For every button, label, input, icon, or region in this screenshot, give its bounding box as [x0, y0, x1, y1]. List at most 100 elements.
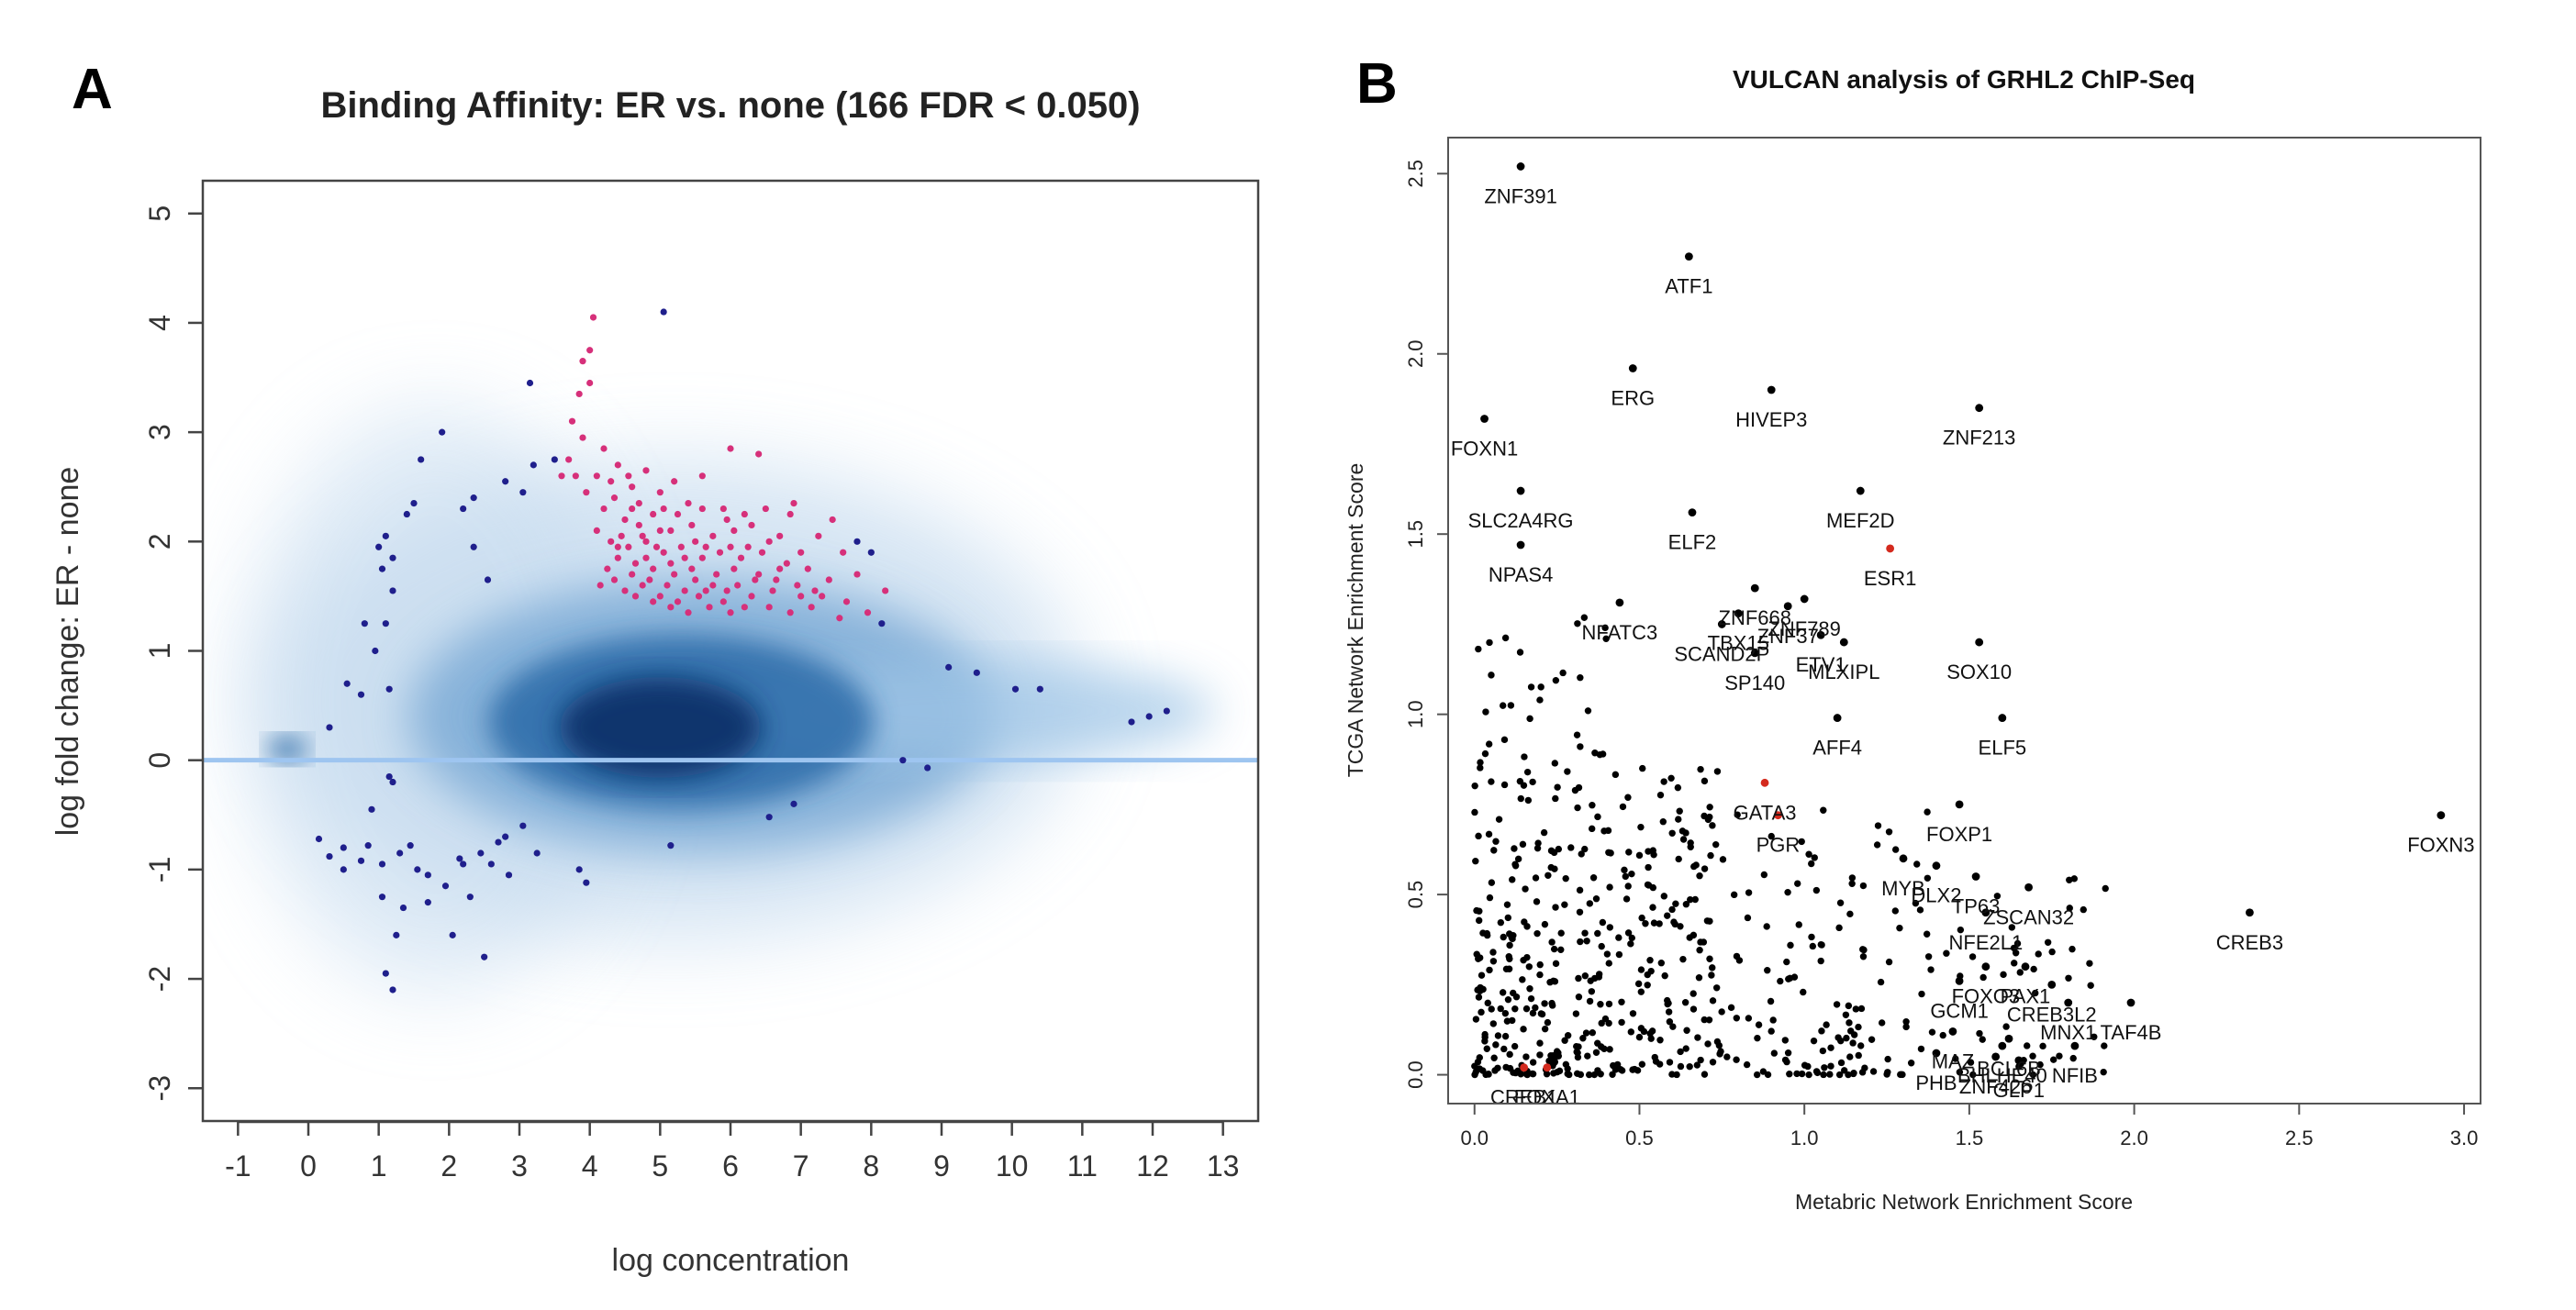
- tf-point: [1918, 990, 1925, 998]
- significant-point: [730, 527, 738, 534]
- tf-point: [1635, 851, 1644, 860]
- tf-point: [1798, 1070, 1806, 1078]
- tf-point: [1764, 967, 1771, 974]
- tf-point: [1770, 1049, 1779, 1057]
- tf-point: [1575, 974, 1582, 982]
- labeled-tf-point: [2437, 811, 2446, 820]
- tf-label: CREB3L2: [2007, 1003, 2097, 1026]
- tf-point: [1562, 1060, 1570, 1069]
- tf-point: [1848, 880, 1856, 887]
- x-tick-label: 13: [1207, 1149, 1240, 1182]
- tf-point: [1798, 838, 1805, 846]
- tf-point: [1601, 624, 1609, 632]
- chart-b-title: VULCAN analysis of GRHL2 ChIP-Seq: [1733, 65, 2195, 94]
- panel-b-letter: B: [1356, 52, 1398, 116]
- tf-point: [1604, 827, 1612, 835]
- tf-point: [1502, 1063, 1510, 1071]
- tf-point: [1768, 832, 1775, 840]
- tf-point: [1701, 865, 1709, 872]
- tf-point: [1656, 1037, 1664, 1044]
- tf-label: TAF4B: [2101, 1021, 2162, 1044]
- tf-point: [1712, 984, 1721, 992]
- tf-point: [1618, 998, 1625, 1005]
- tf-point: [1499, 989, 1507, 996]
- tf-point: [1486, 894, 1494, 902]
- significant-point: [706, 604, 713, 611]
- tf-point: [1808, 860, 1815, 868]
- nonsig-point: [1145, 713, 1153, 720]
- labeled-tf-point: [1932, 1049, 1941, 1058]
- nonsig-point: [470, 494, 477, 502]
- labeled-tf-point: [1948, 1027, 1957, 1036]
- tf-point: [1647, 967, 1655, 975]
- y-tick-label: -1: [143, 857, 176, 883]
- tf-point: [1638, 914, 1645, 922]
- tf-point: [1605, 960, 1612, 967]
- tf-point: [1543, 1071, 1551, 1078]
- tf-point: [2065, 974, 2072, 982]
- y-tick-label: -2: [143, 966, 176, 992]
- tf-point: [1817, 957, 1824, 965]
- tf-point: [1672, 900, 1679, 907]
- tf-point: [1891, 907, 1900, 915]
- significant-point: [614, 461, 621, 469]
- tf-point: [1550, 1070, 1557, 1077]
- y-tick-label: 0.5: [1404, 881, 1427, 909]
- y-tick-label: 2.0: [1404, 339, 1427, 368]
- tf-point: [1850, 1069, 1857, 1077]
- x-tick-label: 2.5: [2285, 1127, 2314, 1149]
- labeled-tf-point: [1800, 594, 1809, 604]
- significant-point: [614, 543, 621, 550]
- nonsig-point: [867, 549, 875, 556]
- tf-point: [1820, 806, 1827, 814]
- tf-point: [1552, 676, 1560, 684]
- nonsig-point: [372, 647, 379, 655]
- significant-point: [765, 604, 773, 611]
- significant-point: [815, 532, 822, 539]
- significant-point: [765, 538, 773, 545]
- tf-point: [1704, 816, 1712, 824]
- significant-point: [723, 587, 730, 594]
- tf-label: ZNF426: [1959, 1075, 2032, 1098]
- tf-point: [1596, 750, 1604, 759]
- labeled-tf-point: [1516, 540, 1525, 550]
- tf-point: [1594, 929, 1601, 938]
- tf-point: [1790, 973, 1799, 981]
- tf-point: [1479, 929, 1487, 937]
- y-tick-label: -3: [143, 1075, 176, 1101]
- tf-point: [1846, 1053, 1854, 1060]
- tf-point: [1794, 880, 1801, 887]
- tf-point: [1479, 985, 1487, 994]
- nonsig-point: [519, 822, 527, 829]
- significant-point: [786, 510, 794, 518]
- nonsig-point: [477, 849, 485, 857]
- tf-point: [1584, 1052, 1591, 1060]
- tf-point: [1489, 958, 1498, 965]
- significant-point: [709, 532, 717, 539]
- tf-label: PGR: [1756, 834, 1801, 857]
- tf-point: [1787, 941, 1794, 949]
- tf-point: [1550, 1059, 1557, 1067]
- tf-point: [1529, 1009, 1537, 1017]
- labeled-tf-point: [1899, 854, 1908, 863]
- tf-point: [1529, 778, 1536, 786]
- nonsig-point: [924, 764, 931, 772]
- tf-point: [1554, 783, 1561, 791]
- tf-point: [1745, 889, 1753, 896]
- tf-point: [1588, 825, 1596, 833]
- y-tick-label: 3: [143, 424, 176, 440]
- tf-point: [1598, 942, 1605, 950]
- significant-point: [864, 609, 872, 616]
- tf-point: [1652, 1058, 1660, 1065]
- significant-point: [702, 587, 709, 594]
- nonsig-point: [424, 899, 431, 906]
- significant-point: [790, 499, 797, 507]
- significant-point: [604, 565, 611, 572]
- tf-point: [1795, 921, 1802, 928]
- tf-point: [1606, 883, 1613, 891]
- x-tick-label: 12: [1136, 1149, 1169, 1182]
- tf-label: ATF1: [1665, 275, 1712, 298]
- tf-point: [1884, 1069, 1891, 1076]
- tf-point: [2044, 938, 2052, 946]
- tf-point: [1557, 946, 1565, 954]
